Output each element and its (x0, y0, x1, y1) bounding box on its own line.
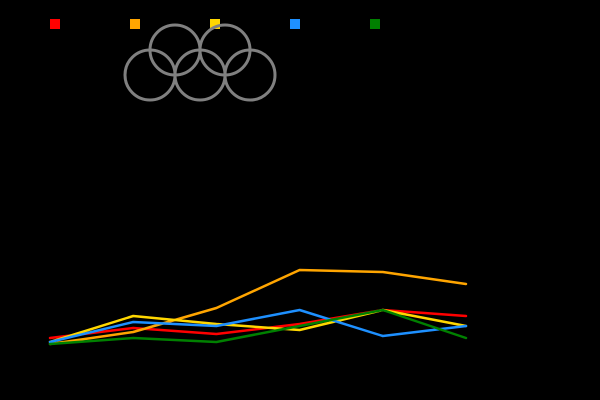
legend-swatch-2 (130, 19, 140, 29)
legend-swatch-5 (370, 19, 380, 29)
series-line-2 (48, 268, 468, 346)
legend-swatch-4 (290, 19, 300, 29)
series-line-3 (48, 308, 468, 344)
series-line-1 (48, 308, 468, 340)
legend-swatch-3 (210, 19, 220, 29)
legend-swatch-1 (50, 19, 60, 29)
series-line-4 (48, 308, 468, 344)
series-line-5 (48, 308, 468, 346)
olympic-rings-icon (123, 23, 277, 102)
ring-5 (223, 48, 277, 102)
series-layer (48, 268, 468, 346)
legend (50, 19, 380, 29)
